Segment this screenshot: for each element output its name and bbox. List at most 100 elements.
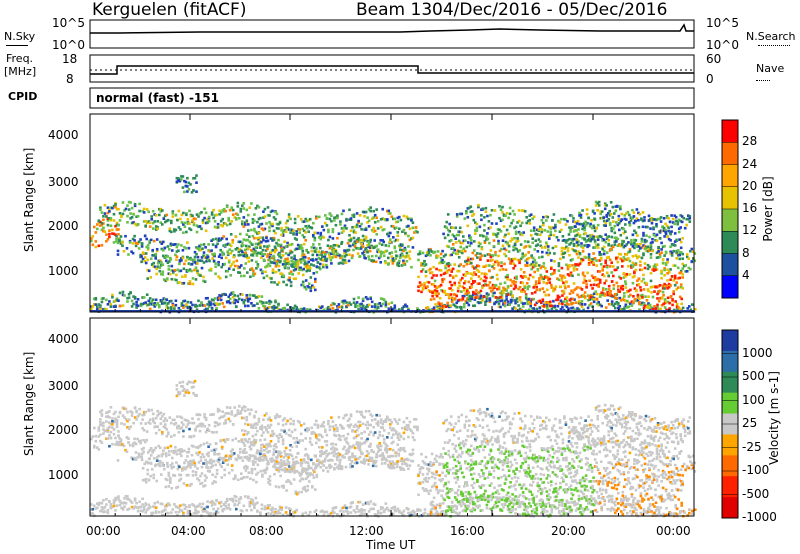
data-cell: [391, 262, 395, 265]
data-cell: [405, 428, 409, 432]
data-cell: [175, 452, 179, 456]
data-cell: [250, 228, 253, 232]
data-cell: [118, 237, 121, 241]
data-cell: [673, 214, 676, 217]
data-cell: [271, 433, 274, 436]
data-cell: [256, 232, 259, 235]
data-cell: [105, 215, 108, 218]
data-cell: [618, 305, 622, 308]
data-cell: [186, 300, 190, 304]
data-cell: [205, 441, 209, 445]
data-cell: [262, 276, 266, 280]
data-cell: [483, 216, 486, 219]
data-cell: [177, 243, 180, 246]
data-cell: [162, 452, 165, 456]
data-cell: [260, 424, 264, 428]
data-cell: [578, 222, 581, 226]
data-cell: [325, 259, 328, 263]
data-cell: [366, 420, 369, 424]
data-cell: [283, 240, 286, 243]
data-cell: [202, 254, 205, 257]
data-cell: [197, 299, 200, 303]
data-cell: [462, 273, 466, 277]
data-cell: [423, 281, 426, 285]
data-cell: [171, 449, 174, 453]
data-cell: [364, 235, 368, 239]
data-cell: [534, 232, 537, 236]
data-cell: [390, 462, 393, 466]
data-cell: [147, 210, 150, 214]
data-cell: [266, 418, 270, 421]
data-cell: [256, 429, 259, 433]
data-cell: [565, 296, 569, 299]
data-cell: [537, 228, 541, 231]
data-cell: [292, 436, 295, 440]
data-cell: [604, 224, 607, 227]
data-cell: [242, 416, 246, 420]
data-cell: [231, 213, 235, 216]
data-cell: [339, 423, 342, 427]
data-cell: [189, 263, 192, 266]
data-cell: [115, 228, 119, 231]
data-cell: [131, 457, 135, 461]
data-cell: [494, 250, 497, 254]
data-cell: [204, 307, 208, 311]
data-cell: [292, 277, 296, 280]
data-cell: [273, 258, 276, 262]
data-cell: [595, 278, 599, 282]
data-cell: [515, 247, 518, 251]
data-cell: [640, 240, 644, 243]
data-cell: [590, 237, 594, 241]
data-cell: [612, 265, 615, 268]
data-cell: [326, 453, 330, 456]
data-cell: [500, 296, 504, 300]
data-cell: [448, 230, 451, 233]
data-cell: [354, 305, 357, 308]
data-cell: [650, 291, 653, 294]
data-cell: [350, 460, 354, 463]
data-cell: [550, 283, 553, 287]
data-cell: [512, 282, 516, 286]
data-cell: [269, 237, 273, 240]
data-cell: [264, 270, 267, 274]
data-cell: [376, 444, 379, 447]
data-cell: [277, 223, 280, 226]
data-cell: [339, 220, 342, 223]
data-cell: [116, 241, 120, 245]
data-cell: [130, 206, 134, 210]
data-cell: [361, 245, 365, 248]
data-cell: [105, 233, 108, 236]
data-cell: [198, 303, 202, 307]
data-cell: [473, 249, 476, 252]
data-cell: [447, 304, 451, 308]
data-cell: [526, 301, 529, 304]
data-cell: [204, 458, 207, 462]
data-cell: [687, 266, 691, 270]
data-cell: [473, 292, 477, 295]
data-cell: [590, 261, 594, 264]
data-cell: [378, 414, 381, 417]
data-cell: [405, 423, 409, 427]
data-cell: [574, 225, 577, 228]
data-cell: [227, 216, 230, 220]
data-cell: [139, 302, 143, 306]
data-cell: [639, 242, 642, 246]
data-cell: [201, 221, 205, 224]
data-cell: [210, 308, 214, 312]
data-cell: [607, 293, 611, 297]
data-cell: [360, 238, 363, 242]
data-cell: [524, 293, 528, 296]
data-cell: [196, 255, 200, 259]
data-cell: [544, 246, 547, 249]
data-cell: [109, 436, 113, 440]
data-cell: [404, 426, 407, 429]
data-cell: [496, 277, 499, 281]
data-cell: [568, 243, 571, 246]
data-cell: [599, 263, 603, 266]
data-cell: [186, 241, 189, 244]
data-cell: [266, 239, 270, 243]
data-cell: [263, 245, 266, 248]
data-cell: [272, 304, 276, 308]
data-cell: [453, 248, 456, 252]
data-cell: [307, 230, 310, 233]
